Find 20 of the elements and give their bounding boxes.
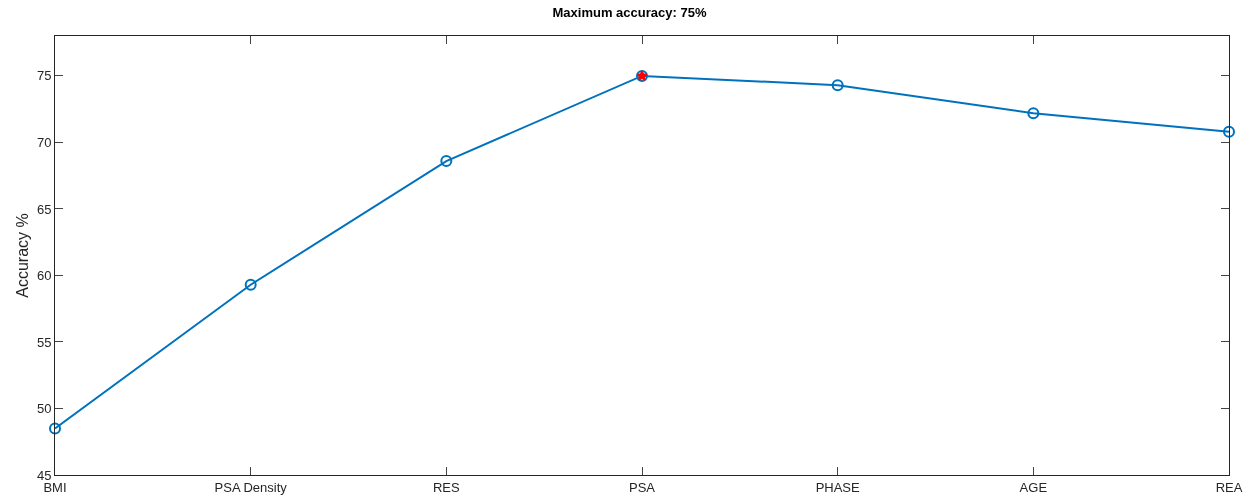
x-tick-label: AGE [1019, 479, 1048, 495]
x-tick-label: PSA Density [214, 479, 288, 495]
point [831, 79, 844, 92]
y-tick-label: 65 [36, 201, 52, 217]
y-tick-label: 55 [36, 334, 52, 350]
point [49, 422, 61, 435]
point [244, 278, 257, 291]
y-tick-label: 75 [36, 68, 52, 84]
x-tick-label: PHASE [815, 479, 861, 495]
y-tick-label: 60 [36, 268, 52, 283]
point [1223, 125, 1235, 138]
x-tick-label: REA [1215, 479, 1243, 495]
x-tick-label: RES [432, 479, 461, 495]
chart-title: Maximum accuracy: 75% [552, 4, 707, 20]
y-tick-label: 70 [36, 134, 52, 150]
y-axis-title: Accuracy % [13, 213, 31, 298]
point [440, 155, 453, 168]
x-tick-label: PSA [628, 479, 656, 495]
y-tick-label: 50 [36, 401, 52, 417]
point [1027, 107, 1040, 120]
